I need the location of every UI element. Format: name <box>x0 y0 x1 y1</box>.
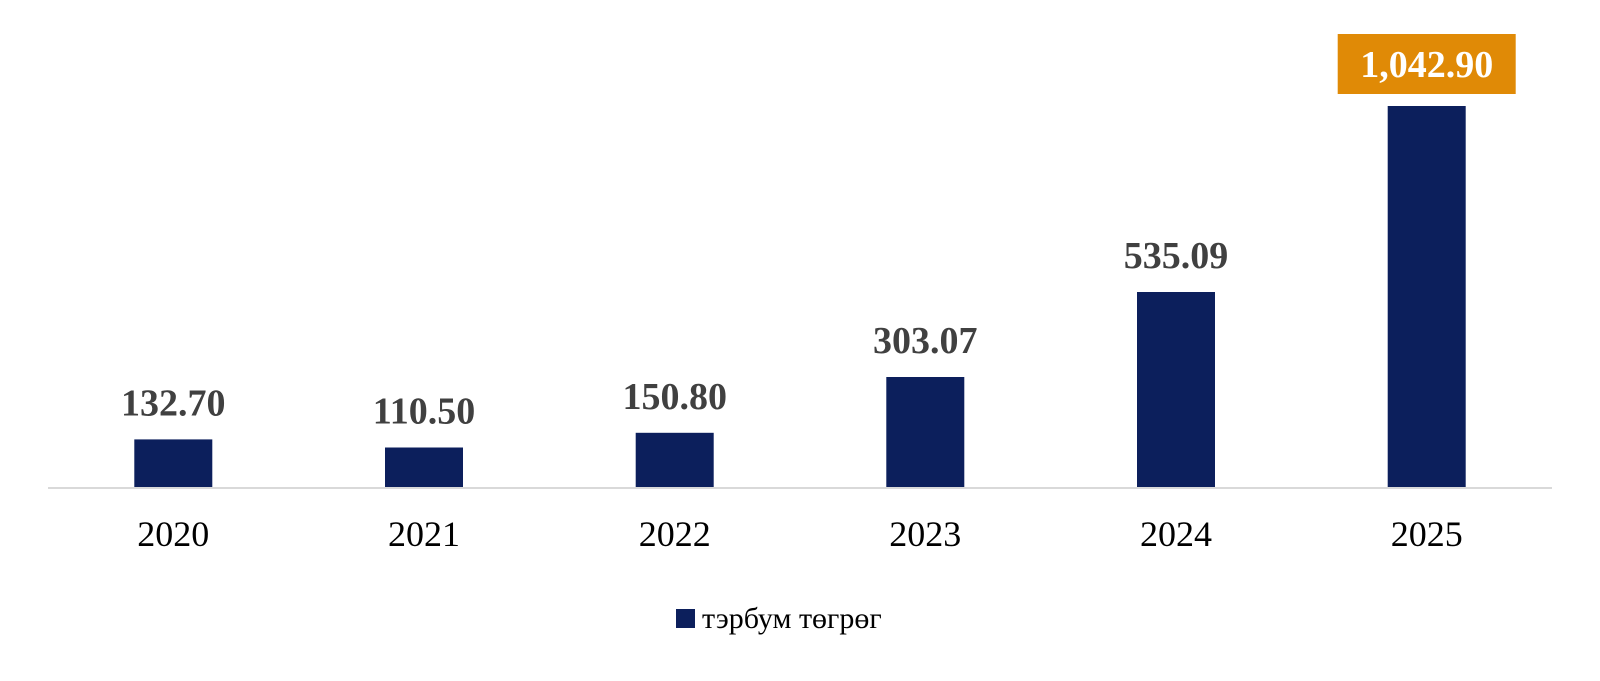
x-tick-label-2024: 2024 <box>1140 514 1212 554</box>
x-tick-label-2020: 2020 <box>137 514 209 554</box>
highlight-label-background <box>1337 34 1516 94</box>
x-axis-ticks: 2020 2021 2022 2023 2024 2025 <box>137 514 1462 554</box>
legend-swatch <box>676 609 695 628</box>
x-tick-label-2025: 2025 <box>1391 514 1463 554</box>
data-label-2021: 110.50 <box>373 391 475 433</box>
x-tick-label-2022: 2022 <box>639 514 711 554</box>
x-tick-label-2023: 2023 <box>889 514 961 554</box>
data-label-2022: 150.80 <box>622 376 727 418</box>
data-label-2020: 132.70 <box>121 382 226 424</box>
data-label-2023: 303.07 <box>873 320 978 362</box>
bars-layer <box>134 106 1466 488</box>
bar-2024 <box>1137 292 1215 488</box>
bar-2022 <box>635 432 714 488</box>
bar-2023 <box>886 377 965 488</box>
data-label-2024: 535.09 <box>1124 235 1229 277</box>
data-labels-layer: 132.70 110.50 150.80 303.07 535.09 1,042.90 <box>121 34 1516 433</box>
bar-2020 <box>134 439 213 488</box>
legend: тэрбум төгрөг <box>676 602 882 635</box>
bar-2021 <box>385 447 463 488</box>
x-tick-label-2021: 2021 <box>388 514 460 554</box>
bar-2025 <box>1387 106 1466 488</box>
legend-label: тэрбум төгрөг <box>702 602 882 635</box>
data-label-2025: 1,042.90 <box>1360 44 1493 86</box>
